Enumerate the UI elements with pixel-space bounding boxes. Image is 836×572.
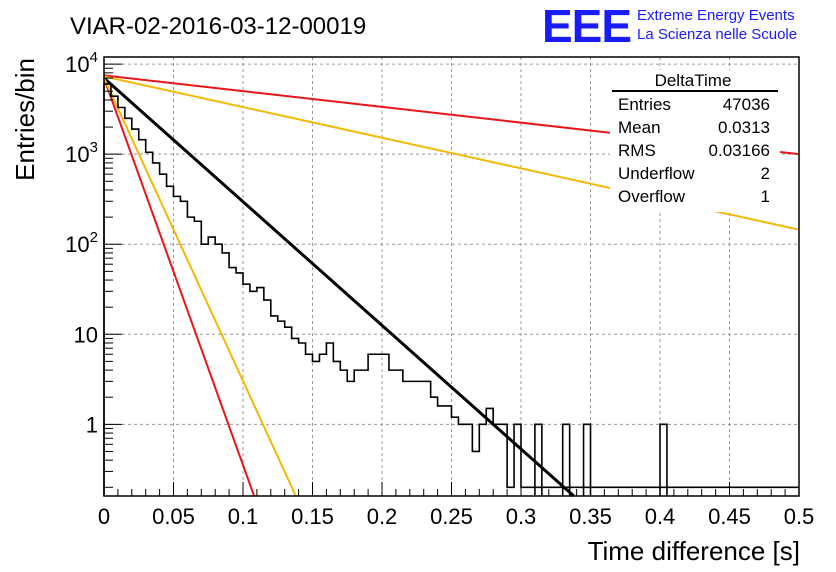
histogram-bin bbox=[659, 423, 668, 496]
stats-row-label: Underflow bbox=[618, 164, 695, 183]
histogram-bin bbox=[561, 423, 571, 496]
histogram-bars bbox=[103, 83, 799, 496]
y-tick-label: 10 bbox=[74, 322, 98, 347]
logo-line-1: Extreme Energy Events bbox=[637, 7, 795, 24]
x-tick-label: 0.4 bbox=[645, 504, 676, 529]
x-tick-labels: 0 0.05 0.1 0.15 0.2 0.25 0.3 0.35 0.4 0.45 0.5 bbox=[98, 504, 814, 529]
logo-line-2: La Scienza nelle Scuole bbox=[637, 26, 797, 43]
x-tick-label: 0.3 bbox=[506, 504, 537, 529]
x-tick-label: 0.05 bbox=[152, 504, 195, 529]
stats-row-label: Overflow bbox=[618, 187, 686, 206]
y-tick-label: 104 bbox=[65, 49, 98, 77]
y-tick-exponent: 3 bbox=[90, 139, 98, 156]
y-tick-exponent: 4 bbox=[90, 49, 98, 66]
histogram-bin bbox=[582, 423, 592, 496]
fit-curve bbox=[103, 77, 256, 497]
x-tick-label: 0 bbox=[98, 504, 110, 529]
histogram-bin bbox=[534, 423, 543, 496]
y-tick-label: 103 bbox=[65, 139, 98, 167]
axis-ticks bbox=[103, 63, 800, 496]
x-tick-label: 0.5 bbox=[784, 504, 815, 529]
x-tick-label: 0.25 bbox=[430, 504, 473, 529]
stats-row-value: 0.03166 bbox=[709, 141, 770, 160]
x-tick-label: 0.45 bbox=[708, 504, 751, 529]
x-tick-label: 0.2 bbox=[367, 504, 398, 529]
eee-logo-mark: EEE bbox=[542, 0, 631, 52]
fit-curve bbox=[103, 77, 297, 497]
y-tick-label: 102 bbox=[65, 229, 98, 257]
stats-row-value: 2 bbox=[761, 164, 770, 183]
stats-row-label: RMS bbox=[618, 141, 656, 160]
x-tick-label: 0.35 bbox=[569, 504, 612, 529]
stats-box-title: DeltaTime bbox=[655, 71, 732, 90]
y-tick-base: 10 bbox=[65, 52, 89, 77]
stats-box-background bbox=[610, 70, 780, 212]
stats-row-label: Mean bbox=[618, 118, 661, 137]
stats-row-value: 47036 bbox=[723, 95, 770, 114]
stats-row-label: Entries bbox=[618, 95, 671, 114]
y-tick-base: 10 bbox=[65, 142, 89, 167]
histogram-outline bbox=[103, 83, 799, 496]
fit-curve bbox=[103, 76, 575, 498]
eee-logo: EEE Extreme Energy Events La Scienza nel… bbox=[542, 0, 797, 52]
y-tick-exponent: 2 bbox=[90, 229, 98, 246]
y-tick-label: 1 bbox=[86, 412, 98, 437]
y-axis-label: Entries/bin bbox=[10, 58, 40, 181]
x-tick-label: 0.1 bbox=[228, 504, 259, 529]
x-axis-label: Time difference [s] bbox=[588, 536, 800, 566]
stats-row-value: 0.0313 bbox=[718, 118, 770, 137]
stats-row-value: 1 bbox=[761, 187, 770, 206]
y-tick-base: 10 bbox=[65, 232, 89, 257]
x-tick-label: 0.15 bbox=[291, 504, 334, 529]
stats-box: DeltaTime Entries 47036 Mean 0.0313 RMS 0.031… bbox=[610, 70, 780, 212]
chart-title: VIAR-02-2016-03-12-00019 bbox=[70, 13, 366, 40]
